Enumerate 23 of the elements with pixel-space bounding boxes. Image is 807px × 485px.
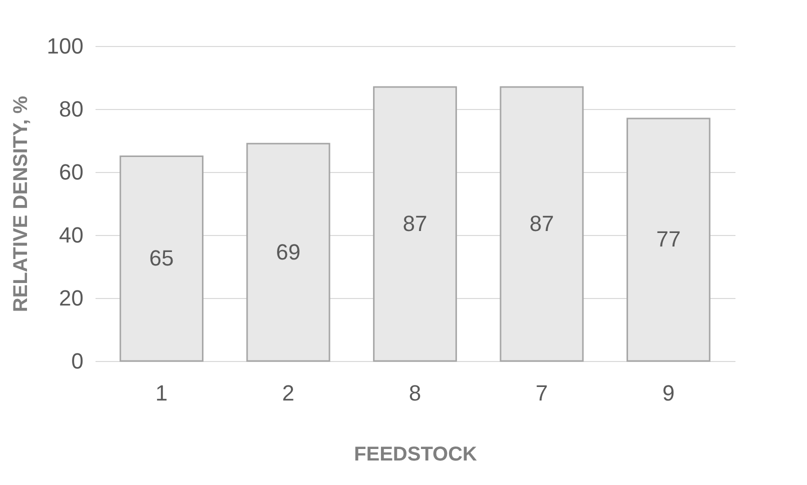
y-tick-label: 0 (71, 348, 84, 374)
data-label: 77 (656, 226, 681, 252)
x-axis-title: FEEDSTOCK (354, 444, 478, 466)
y-axis-title: RELATIVE DENSITY, % (10, 96, 32, 312)
bar (120, 156, 204, 362)
bar (373, 86, 457, 362)
bar (246, 142, 330, 362)
bar (626, 118, 710, 362)
data-label: 87 (529, 210, 554, 236)
y-tick-label: 40 (59, 222, 84, 248)
x-tick-label: 7 (536, 380, 548, 406)
x-tick-label: 1 (155, 380, 168, 406)
bar (500, 86, 584, 362)
y-tick-label: 20 (59, 286, 84, 310)
data-label: 69 (276, 239, 301, 264)
y-tick-label: 100 (46, 34, 84, 58)
data-label: 87 (402, 210, 428, 236)
x-tick-label: 9 (662, 380, 675, 406)
x-tick-label: 2 (282, 380, 294, 406)
data-label: 65 (149, 246, 174, 271)
y-tick-label: 60 (59, 160, 84, 184)
x-tick-label: 8 (408, 380, 422, 406)
y-tick-label: 80 (59, 96, 84, 122)
